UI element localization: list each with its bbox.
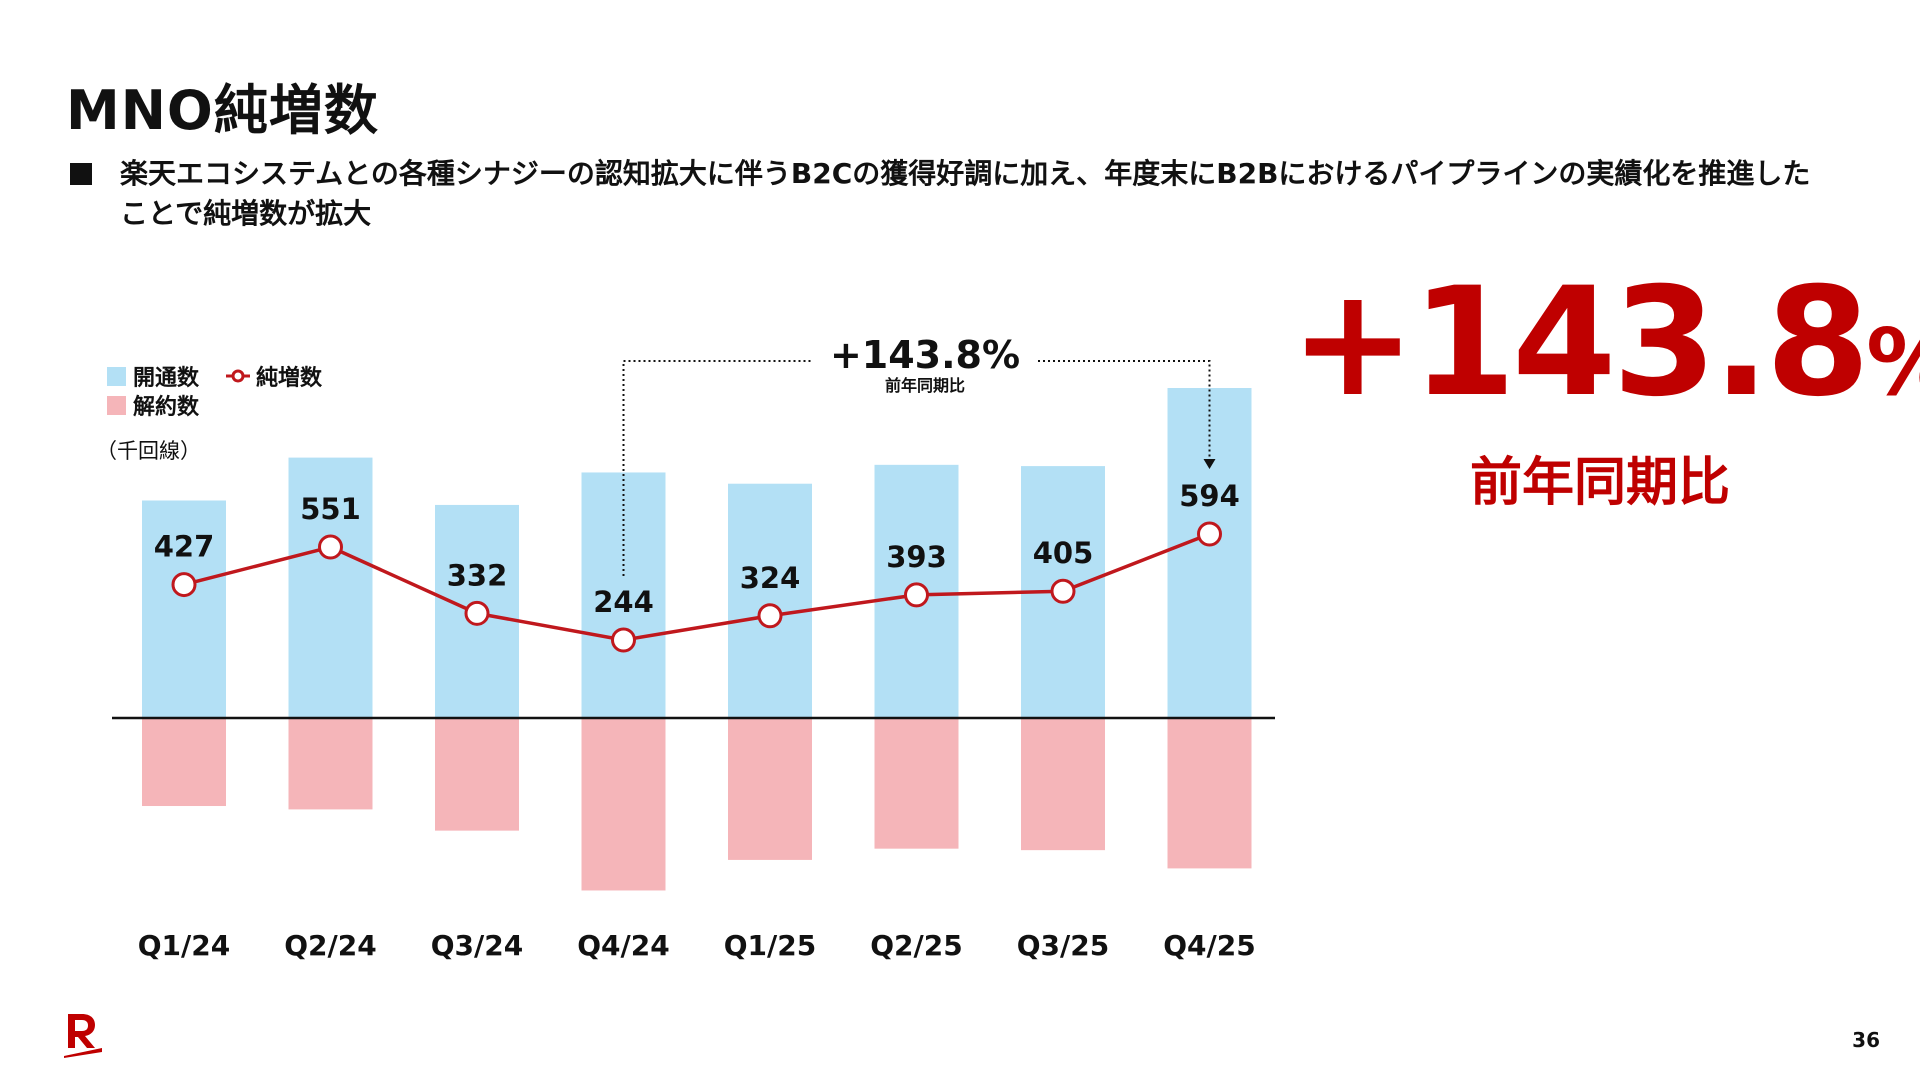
net-adds-data-label: 393 [886, 540, 947, 574]
x-tick-label: Q3/24 [431, 929, 523, 962]
annotation-arrow-icon [1203, 459, 1216, 469]
summary-bullet: 楽天エコシステムとの各種シナジーの認知拡大に伴うB2Cの獲得好調に加え、年度末に… [70, 154, 1850, 234]
net-adds-data-label: 594 [1179, 479, 1240, 513]
x-tick-label: Q3/25 [1017, 929, 1109, 962]
net-adds-marker [904, 582, 929, 608]
x-tick-label: Q1/25 [724, 929, 816, 962]
bullet-square-icon [70, 163, 92, 185]
x-tick-label: Q4/25 [1163, 929, 1255, 962]
bar-churn [288, 719, 373, 810]
net-adds-marker [1197, 521, 1222, 547]
x-tick-label: Q2/24 [284, 929, 376, 962]
slide-title: MNO純増数 [66, 79, 379, 142]
bar-churn [142, 719, 226, 807]
annotation-value: +143.8% [830, 333, 1020, 377]
rakuten-logo-icon [64, 1014, 102, 1058]
net-adds-marker [1050, 578, 1076, 604]
bar-churn [728, 719, 812, 860]
bar-new-activations [142, 500, 226, 718]
net-adds-data-label: 427 [154, 530, 215, 564]
net-adds-data-label: 405 [1033, 536, 1094, 570]
bar-new-activations [581, 472, 666, 718]
bar-new-activations [288, 457, 373, 718]
bar-new-activations [728, 483, 812, 718]
yoy-highlight-value: +143.8 [1290, 256, 1870, 430]
net-adds-marker [171, 572, 197, 598]
legend-label-net-adds: 純増数 [256, 365, 323, 391]
net-adds-chart: +143.8%前年同期比 427 551 332 244 324 393 405 594 Q1… [96, 333, 1275, 962]
page-number: 36 [1852, 1028, 1880, 1052]
net-adds-marker [318, 534, 343, 560]
bar-churn [1021, 719, 1105, 851]
net-adds-marker [464, 600, 490, 626]
bar-churn [581, 719, 666, 891]
legend-label-new-activations: 開通数 [133, 365, 200, 391]
unit-label: （千回線） [96, 439, 201, 463]
net-adds-data-label: 324 [740, 561, 801, 595]
net-adds-marker [757, 603, 783, 629]
summary-text: 楽天エコシステムとの各種シナジーの認知拡大に伴うB2Cの獲得好調に加え、年度末に… [120, 157, 1811, 230]
yoy-highlight: +143.8% [1290, 268, 1920, 418]
yoy-highlight-caption: 前年同期比 [1469, 453, 1730, 513]
legend-swatch-churn [107, 396, 126, 415]
x-tick-label: Q2/25 [870, 929, 962, 962]
net-adds-line [183, 532, 1211, 642]
x-tick-label: Q4/24 [577, 929, 669, 962]
bar-new-activations [1167, 388, 1252, 718]
x-tick-label: Q1/24 [138, 929, 230, 962]
net-adds-data-label: 551 [300, 492, 361, 526]
annotation-bracket-left [622, 360, 812, 576]
legend-swatch-new-activations [107, 367, 126, 386]
legend-label-churn: 解約数 [133, 394, 200, 420]
bar-churn [435, 719, 519, 831]
annotation-caption: 前年同期比 [885, 376, 965, 395]
net-adds-data-label: 244 [593, 585, 654, 619]
net-adds-data-label: 332 [447, 558, 508, 592]
bar-churn [1167, 719, 1252, 869]
net-adds-marker [611, 627, 636, 653]
legend-marker-net-adds [231, 369, 245, 383]
annotation-bracket-right [1038, 360, 1211, 463]
chart-legend: 開通数 純増数 解約数 [107, 365, 323, 420]
yoy-highlight-unit: % [1866, 309, 1920, 416]
bar-churn [874, 719, 959, 849]
